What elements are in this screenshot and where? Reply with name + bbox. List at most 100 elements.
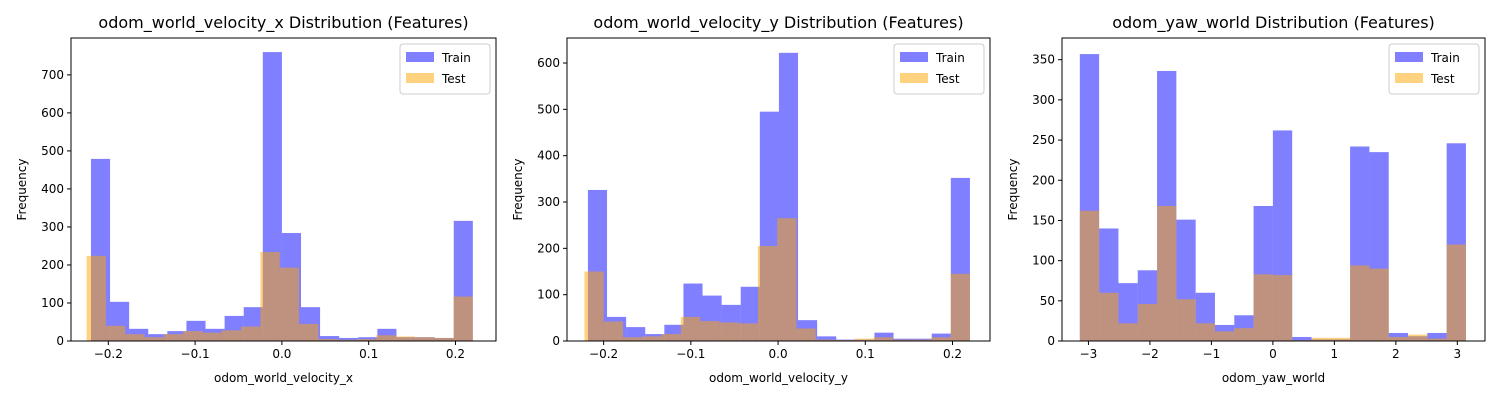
y-tick-label: 300 xyxy=(1032,93,1055,107)
y-axis-label: Frequency xyxy=(1006,159,1020,221)
histogram-bar xyxy=(1118,323,1138,341)
histogram-bar xyxy=(738,323,758,341)
histogram-bar xyxy=(1176,299,1196,341)
y-tick-label: 150 xyxy=(1032,213,1055,227)
x-tick-label: 0.2 xyxy=(943,347,962,361)
histogram-bar xyxy=(434,337,454,341)
legend-label: Test xyxy=(441,72,466,86)
legend-swatch xyxy=(406,52,434,62)
axes-frame xyxy=(1061,37,1486,342)
y-tick-label: 700 xyxy=(41,68,64,82)
histogram-bar xyxy=(757,246,778,341)
histogram-bar xyxy=(1427,338,1447,341)
histogram-bar xyxy=(356,339,377,341)
x-tick-label: −0.1 xyxy=(181,347,210,361)
y-axis-label: Frequency xyxy=(15,159,29,221)
x-tick-label: −2 xyxy=(1141,347,1159,361)
y-tick-label: 0 xyxy=(552,334,560,348)
x-tick-label: −3 xyxy=(1080,347,1098,361)
histogram-bar xyxy=(931,337,951,341)
histogram-bar xyxy=(1446,244,1466,341)
histogram-bar xyxy=(796,328,816,341)
legend-swatch xyxy=(900,73,928,83)
histogram-bar xyxy=(1157,205,1177,341)
x-axis-label: odom_world_velocity_x xyxy=(214,371,353,385)
histogram-bar xyxy=(260,252,280,341)
y-tick-label: 500 xyxy=(537,102,560,116)
x-tick-label: 0.2 xyxy=(446,347,465,361)
histogram-bar xyxy=(1427,332,1447,341)
histogram-bar xyxy=(912,339,932,341)
histogram-bar xyxy=(1253,274,1273,341)
y-tick-label: 100 xyxy=(537,288,560,302)
histogram-bar xyxy=(299,323,319,341)
legend-swatch xyxy=(900,52,928,62)
legend-label: Train xyxy=(441,51,471,65)
y-tick-label: 0 xyxy=(1047,334,1055,348)
histogram-bar xyxy=(892,339,913,341)
x-tick-label: −0.2 xyxy=(94,347,123,361)
histogram-bar xyxy=(950,273,970,341)
histogram-bar xyxy=(622,337,643,341)
histogram-bar xyxy=(453,296,473,341)
y-tick-label: 400 xyxy=(41,182,64,196)
x-tick-label: 0.1 xyxy=(856,347,875,361)
histogram-bar xyxy=(221,330,242,341)
x-tick-label: 2 xyxy=(1392,347,1400,361)
chart-title: odom_world_velocity_x Distribution (Feat… xyxy=(98,13,468,33)
histogram-bar xyxy=(414,337,435,341)
histogram-bar xyxy=(661,334,681,341)
histogram-bar xyxy=(1350,265,1370,341)
y-tick-label: 400 xyxy=(537,149,560,163)
x-axis-label: odom_yaw_world xyxy=(1222,371,1325,385)
histogram-bar xyxy=(339,337,359,341)
histogram-bar xyxy=(337,339,357,341)
y-tick-label: 0 xyxy=(56,334,64,348)
histogram-bar xyxy=(1311,337,1331,341)
y-tick-label: 600 xyxy=(537,56,560,70)
legend-label: Test xyxy=(935,72,960,86)
histogram-bar xyxy=(603,321,623,341)
chart-title: odom_world_velocity_y Distribution (Feat… xyxy=(593,13,963,33)
legend-label: Train xyxy=(935,51,965,65)
legend-label: Train xyxy=(1430,51,1460,65)
histogram-bar xyxy=(1195,323,1215,341)
legend-swatch xyxy=(1395,52,1423,62)
y-axis-label: Frequency xyxy=(511,159,525,221)
histogram-bar xyxy=(1388,336,1409,341)
histogram-bar xyxy=(1408,334,1428,341)
histogram-bar xyxy=(144,337,164,341)
x-tick-label: 0 xyxy=(1269,347,1277,361)
histogram-bar xyxy=(874,332,894,341)
y-tick-label: 300 xyxy=(537,195,560,209)
histogram-bar xyxy=(163,334,184,341)
histogram-bar xyxy=(1214,331,1235,341)
x-tick-label: 0.0 xyxy=(769,347,788,361)
y-tick-label: 100 xyxy=(41,296,64,310)
y-tick-label: 350 xyxy=(1032,53,1055,67)
subplot: −0.2 −0.1 0.0 0.1 0.2 0 100 200 300 400 500 600 odom… xyxy=(511,13,991,385)
histogram-bar xyxy=(1330,337,1351,341)
x-tick-label: 3 xyxy=(1454,347,1462,361)
histogram-bar xyxy=(815,339,836,341)
histogram-bar xyxy=(700,321,720,341)
histogram-bar xyxy=(854,338,874,341)
x-tick-label: −1 xyxy=(1203,347,1221,361)
y-tick-label: 500 xyxy=(41,144,64,158)
histogram-bar xyxy=(777,218,797,341)
histogram-bar xyxy=(1369,268,1389,341)
x-tick-label: 0.0 xyxy=(272,347,291,361)
histogram-bar xyxy=(817,336,837,341)
y-tick-label: 300 xyxy=(41,220,64,234)
histogram-bar xyxy=(1099,292,1119,341)
axes-frame xyxy=(70,37,497,342)
y-tick-label: 200 xyxy=(41,258,64,272)
histogram-bar xyxy=(241,326,261,341)
x-axis-label: odom_world_velocity_y xyxy=(709,371,848,385)
chart-title: odom_yaw_world Distribution (Features) xyxy=(1112,13,1435,33)
histogram-bar xyxy=(1234,328,1254,341)
subplot: −0.2 −0.1 0.0 0.1 0.2 0 100 200 300 400 500 600 700 o… xyxy=(15,13,497,385)
histogram-bar xyxy=(279,267,300,341)
y-tick-label: 250 xyxy=(1032,133,1055,147)
